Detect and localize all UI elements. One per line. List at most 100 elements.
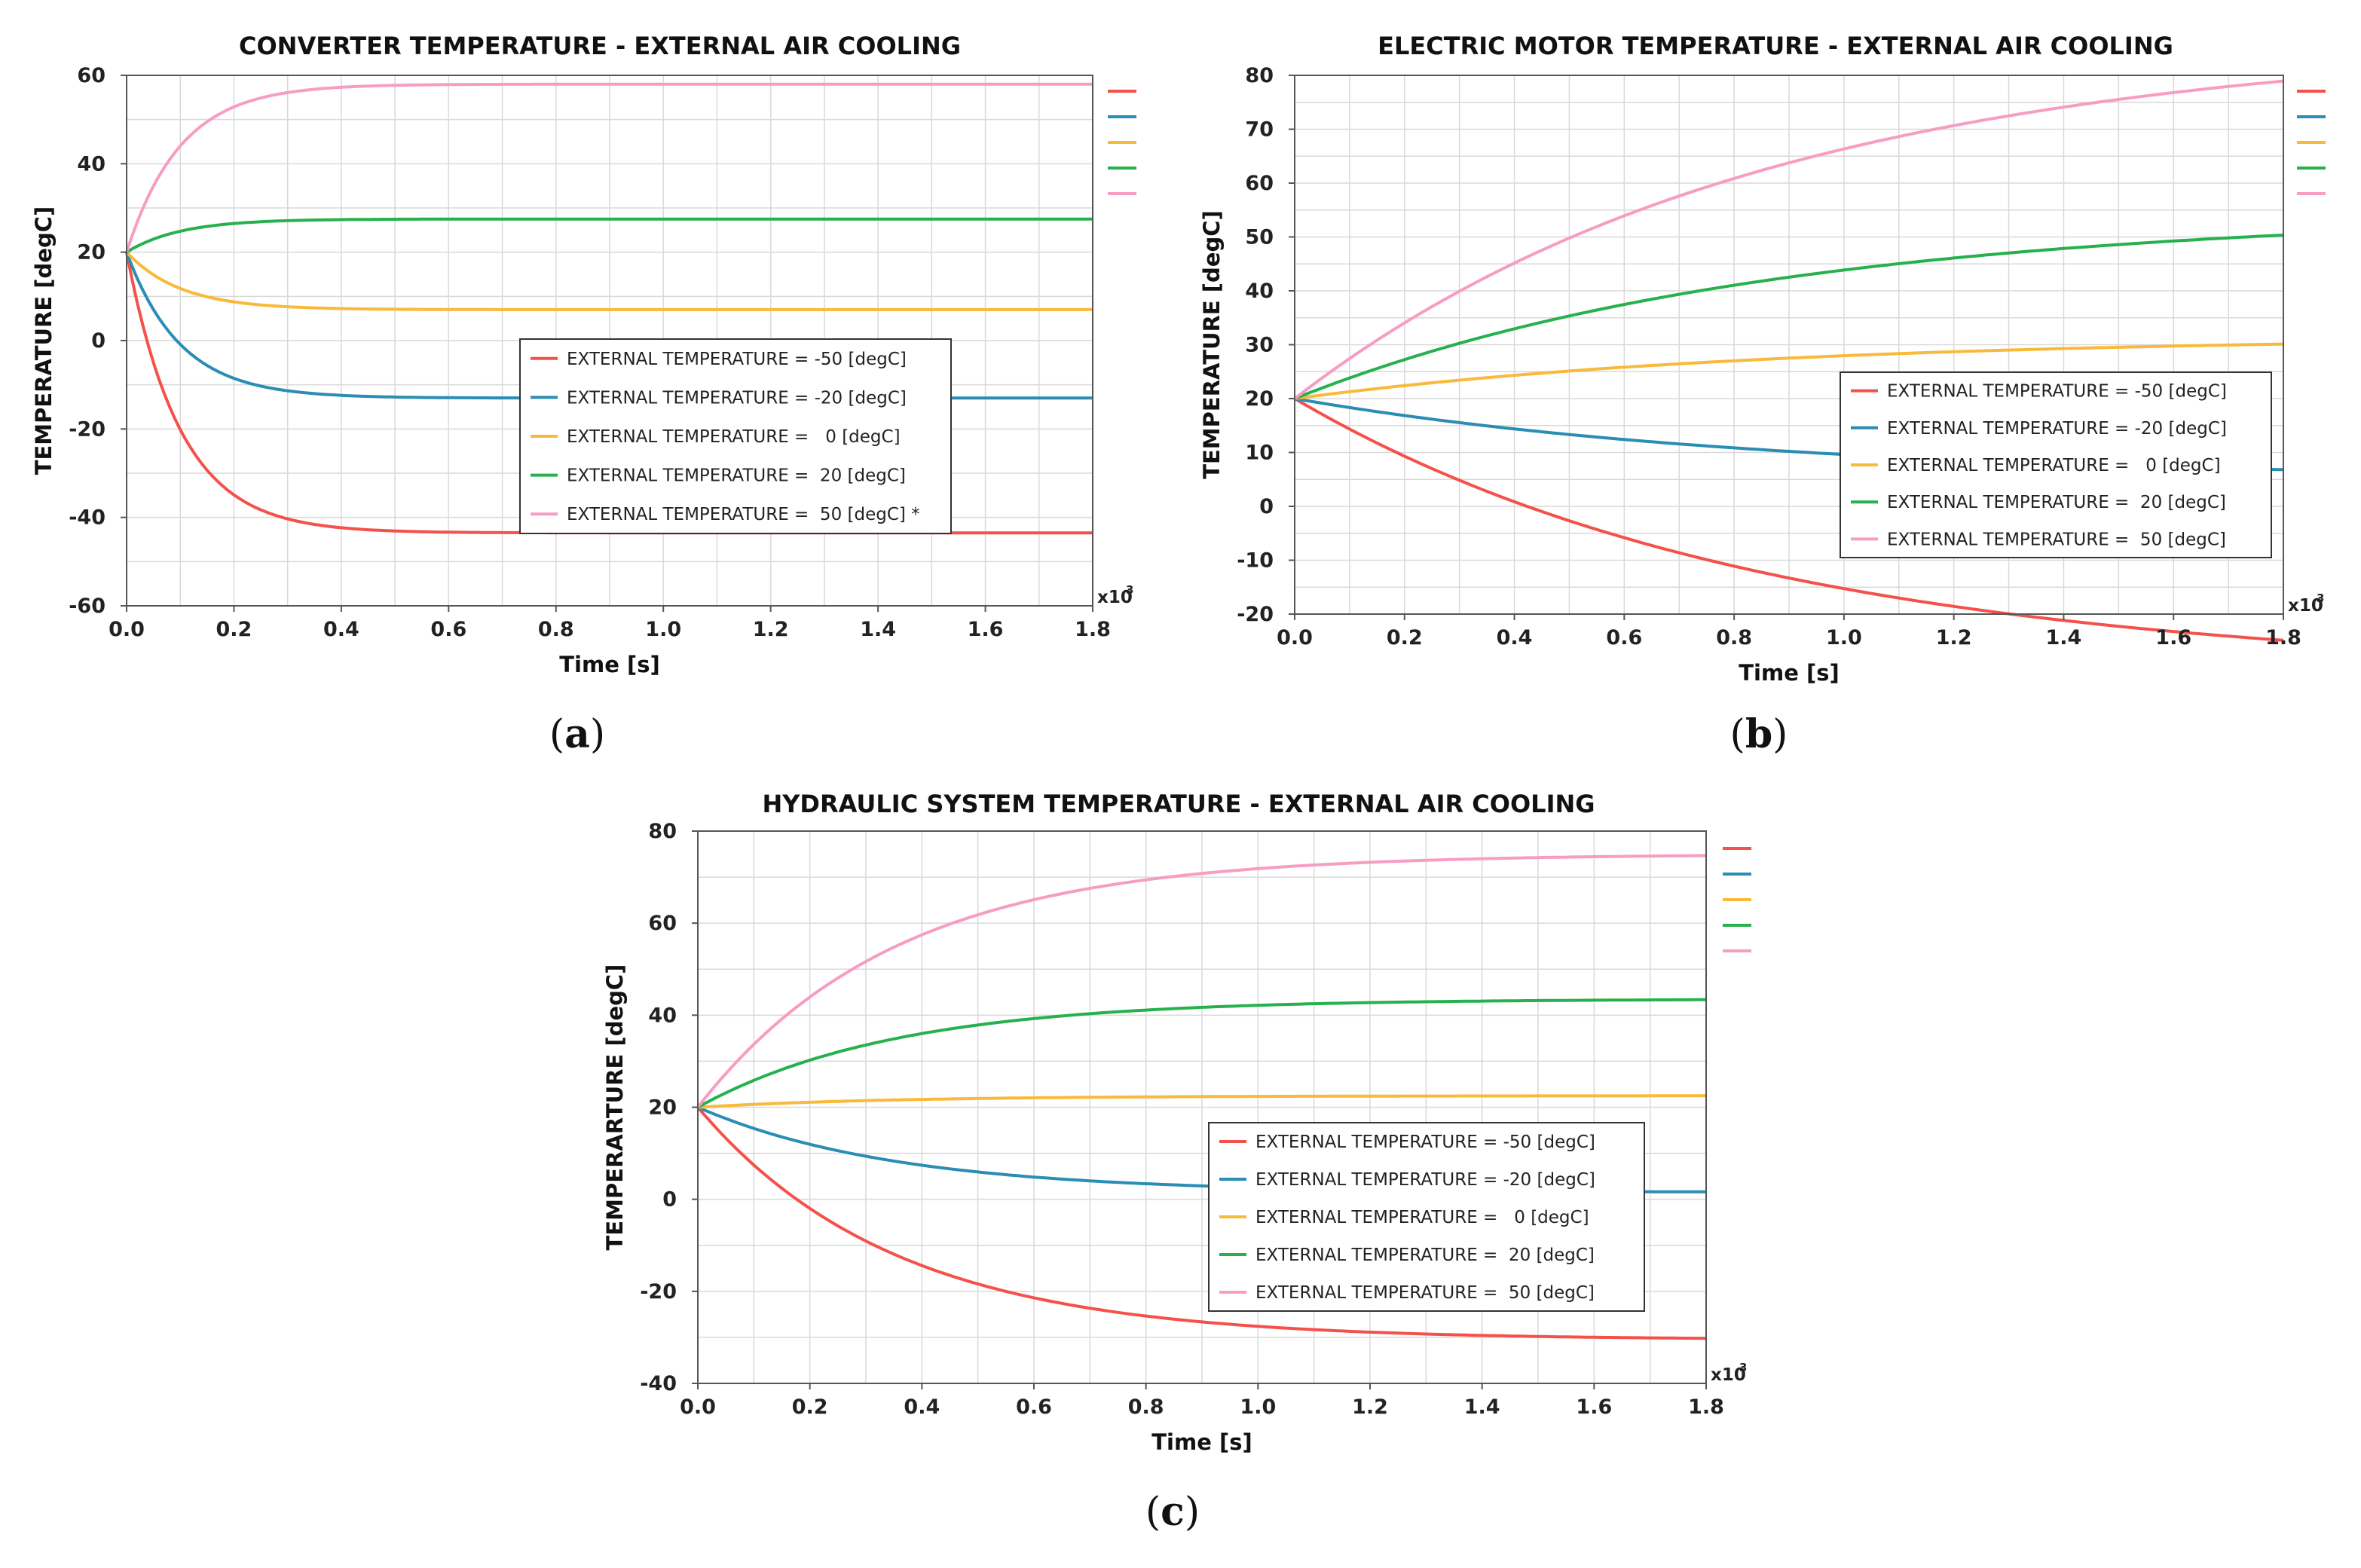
y-tick-label: -40 [640,1372,677,1395]
x-tick-label: 1.8 [2265,626,2301,650]
legend-entry-label: EXTERNAL TEMPERATURE = 0 [degC] [1255,1208,1589,1227]
y-tick-label: 20 [77,241,106,264]
legend-entry-label: EXTERNAL TEMPERATURE = 50 [degC] [1255,1283,1595,1303]
series-line-1 [696,1106,1707,1340]
y-tick-label: -20 [69,417,106,441]
legend-box [519,338,952,534]
y-tick-label: -20 [640,1280,677,1304]
y-tick-label: 50 [1245,226,1274,249]
x-tick-label: 1.4 [1464,1395,1500,1419]
x-tick-label: 1.0 [1826,626,1862,650]
x-tick-label: 1.2 [753,618,789,641]
y-axis-label: TEMPERATURE [degC] [1199,210,1225,479]
chart-title: CONVERTER TEMPERATURE - EXTERNAL AIR COO… [239,32,961,60]
chart-panel-b: 0.0 0.2 0.4 0.6 0.8 1.0 1.2 1.4 1.6 1.8 -20 -10 0 10 2… [1199,32,2326,757]
x-tick-label: 0.8 [1128,1395,1164,1419]
legend-entry-label: EXTERNAL TEMPERATURE = 20 [degC] [1887,493,2226,512]
y-tick-label: -40 [69,506,106,530]
y-tick-label: 10 [1245,442,1274,465]
series-line-5 [125,82,1093,253]
legend-entry-label: EXTERNAL TEMPERATURE = -50 [degC] [1255,1132,1595,1152]
y-axis-label: TEMPERARTURE [degC] [602,964,628,1251]
y-tick-label: 40 [1245,280,1274,303]
legend-box [1840,371,2272,558]
x-tick-label: 0.8 [538,618,574,641]
x-tick-label: 1.6 [1576,1395,1612,1419]
x-tick-label: 0.6 [1016,1395,1052,1419]
x-tick-label: 1.8 [1075,618,1111,641]
x-axis-multiplier: x10 [1097,588,1133,607]
x-tick-label: 0.0 [680,1395,716,1419]
legend-entry-label: EXTERNAL TEMPERATURE = -20 [degC] [1887,419,2227,439]
x-tick-label: 0.4 [323,618,359,641]
x-tick-label: 0.0 [109,618,145,641]
x-tick-label: 1.6 [2155,626,2191,650]
panel-label: (c) [1145,1489,1200,1535]
y-tick-label: 0 [91,329,106,353]
legend-entry-label: EXTERNAL TEMPERATURE = 0 [degC] [1887,456,2221,475]
legend: EXTERNAL TEMPERATURE = -50 [degC] EXTERNA… [519,338,952,534]
y-tick-label: 0 [662,1188,677,1212]
series-line-1 [1293,397,2284,642]
y-tick-label: 70 [1245,118,1274,142]
panel-label: (a) [549,711,605,757]
legend-entry-label: EXTERNAL TEMPERATURE = -20 [degC] [1255,1170,1595,1190]
x-tick-label: 0.2 [216,618,252,641]
legend-entry-label: EXTERNAL TEMPERATURE = 50 [degC] * [567,505,920,524]
y-tick-label: 60 [1245,172,1274,195]
x-tick-label: 0.0 [1277,626,1313,650]
legend: EXTERNAL TEMPERATURE = -50 [degC] EXTERNA… [1208,1122,1645,1312]
x-tick-label: 0.8 [1716,626,1752,650]
series-line-4 [1294,234,2284,400]
x-tick-label: 1.0 [645,618,681,641]
y-tick-label: 20 [648,1096,677,1120]
x-tick-label: 1.2 [1352,1395,1388,1419]
x-axis-label: Time [s] [1739,660,1839,686]
panels: 0.0 0.2 0.4 0.6 0.8 1.0 1.2 1.4 1.6 1.8 -60 -40 -20 0… [31,32,2326,1535]
series-line-4 [697,998,1706,1109]
y-axis-label: TEMPERATURE [degC] [31,206,57,475]
legend: EXTERNAL TEMPERATURE = -50 [degC] EXTERNA… [1840,371,2272,558]
y-tick-label: 60 [648,912,677,935]
x-axis-label: Time [s] [559,652,659,677]
x-axis-multiplier-exponent: 3 [1126,583,1133,597]
series-line-4 [125,217,1093,254]
y-tick-label: -10 [1237,549,1274,573]
x-axis-multiplier-exponent: 3 [1739,1361,1747,1374]
chart-title: ELECTRIC MOTOR TEMPERATURE - EXTERNAL AI… [1378,32,2173,60]
x-tick-label: 0.4 [1497,626,1533,650]
legend-entry-label: EXTERNAL TEMPERATURE = 50 [degC] [1887,530,2226,549]
series-line-3 [697,1094,1706,1109]
x-axis-multiplier: x10 [2288,596,2323,616]
x-tick-label: 1.8 [1688,1395,1724,1419]
x-tick-label: 0.6 [1606,626,1642,650]
chart-panel-a: 0.0 0.2 0.4 0.6 0.8 1.0 1.2 1.4 1.6 1.8 -60 -40 -20 0… [31,32,1136,757]
panel-label: (b) [1730,711,1788,757]
y-tick-label: 80 [1245,64,1274,87]
series-line-5 [1293,79,2284,400]
chart-title: HYDRAULIC SYSTEM TEMPERATURE - EXTERNAL … [762,790,1595,818]
y-tick-label: 40 [77,152,106,176]
x-tick-label: 1.2 [1936,626,1972,650]
legend-entry-label: EXTERNAL TEMPERATURE = 20 [degC] [567,466,906,486]
series-line-3 [125,251,1093,311]
x-axis-multiplier-exponent: 3 [2317,591,2324,605]
y-tick-label: -60 [69,594,106,618]
y-tick-label: 80 [648,820,677,843]
legend-entry-label: EXTERNAL TEMPERATURE = -50 [degC] [1887,382,2227,402]
series-line-5 [696,854,1707,1108]
x-axis-multiplier: x10 [1711,1365,1746,1385]
x-tick-label: 1.4 [2046,626,2082,650]
legend-entry-label: EXTERNAL TEMPERATURE = 0 [degC] [567,427,901,447]
x-tick-label: 0.6 [430,618,466,641]
y-tick-label: 0 [1259,495,1274,518]
legend-entry-label: EXTERNAL TEMPERATURE = -50 [degC] [567,350,907,369]
y-tick-label: 40 [648,1004,677,1027]
legend-box [1208,1122,1645,1312]
series-line-3 [1294,342,2284,400]
legend-entry-label: EXTERNAL TEMPERATURE = -20 [degC] [567,388,907,408]
x-tick-label: 0.4 [904,1395,940,1419]
x-tick-label: 0.2 [1387,626,1423,650]
legend-entry-label: EXTERNAL TEMPERATURE = 20 [degC] [1255,1246,1595,1265]
